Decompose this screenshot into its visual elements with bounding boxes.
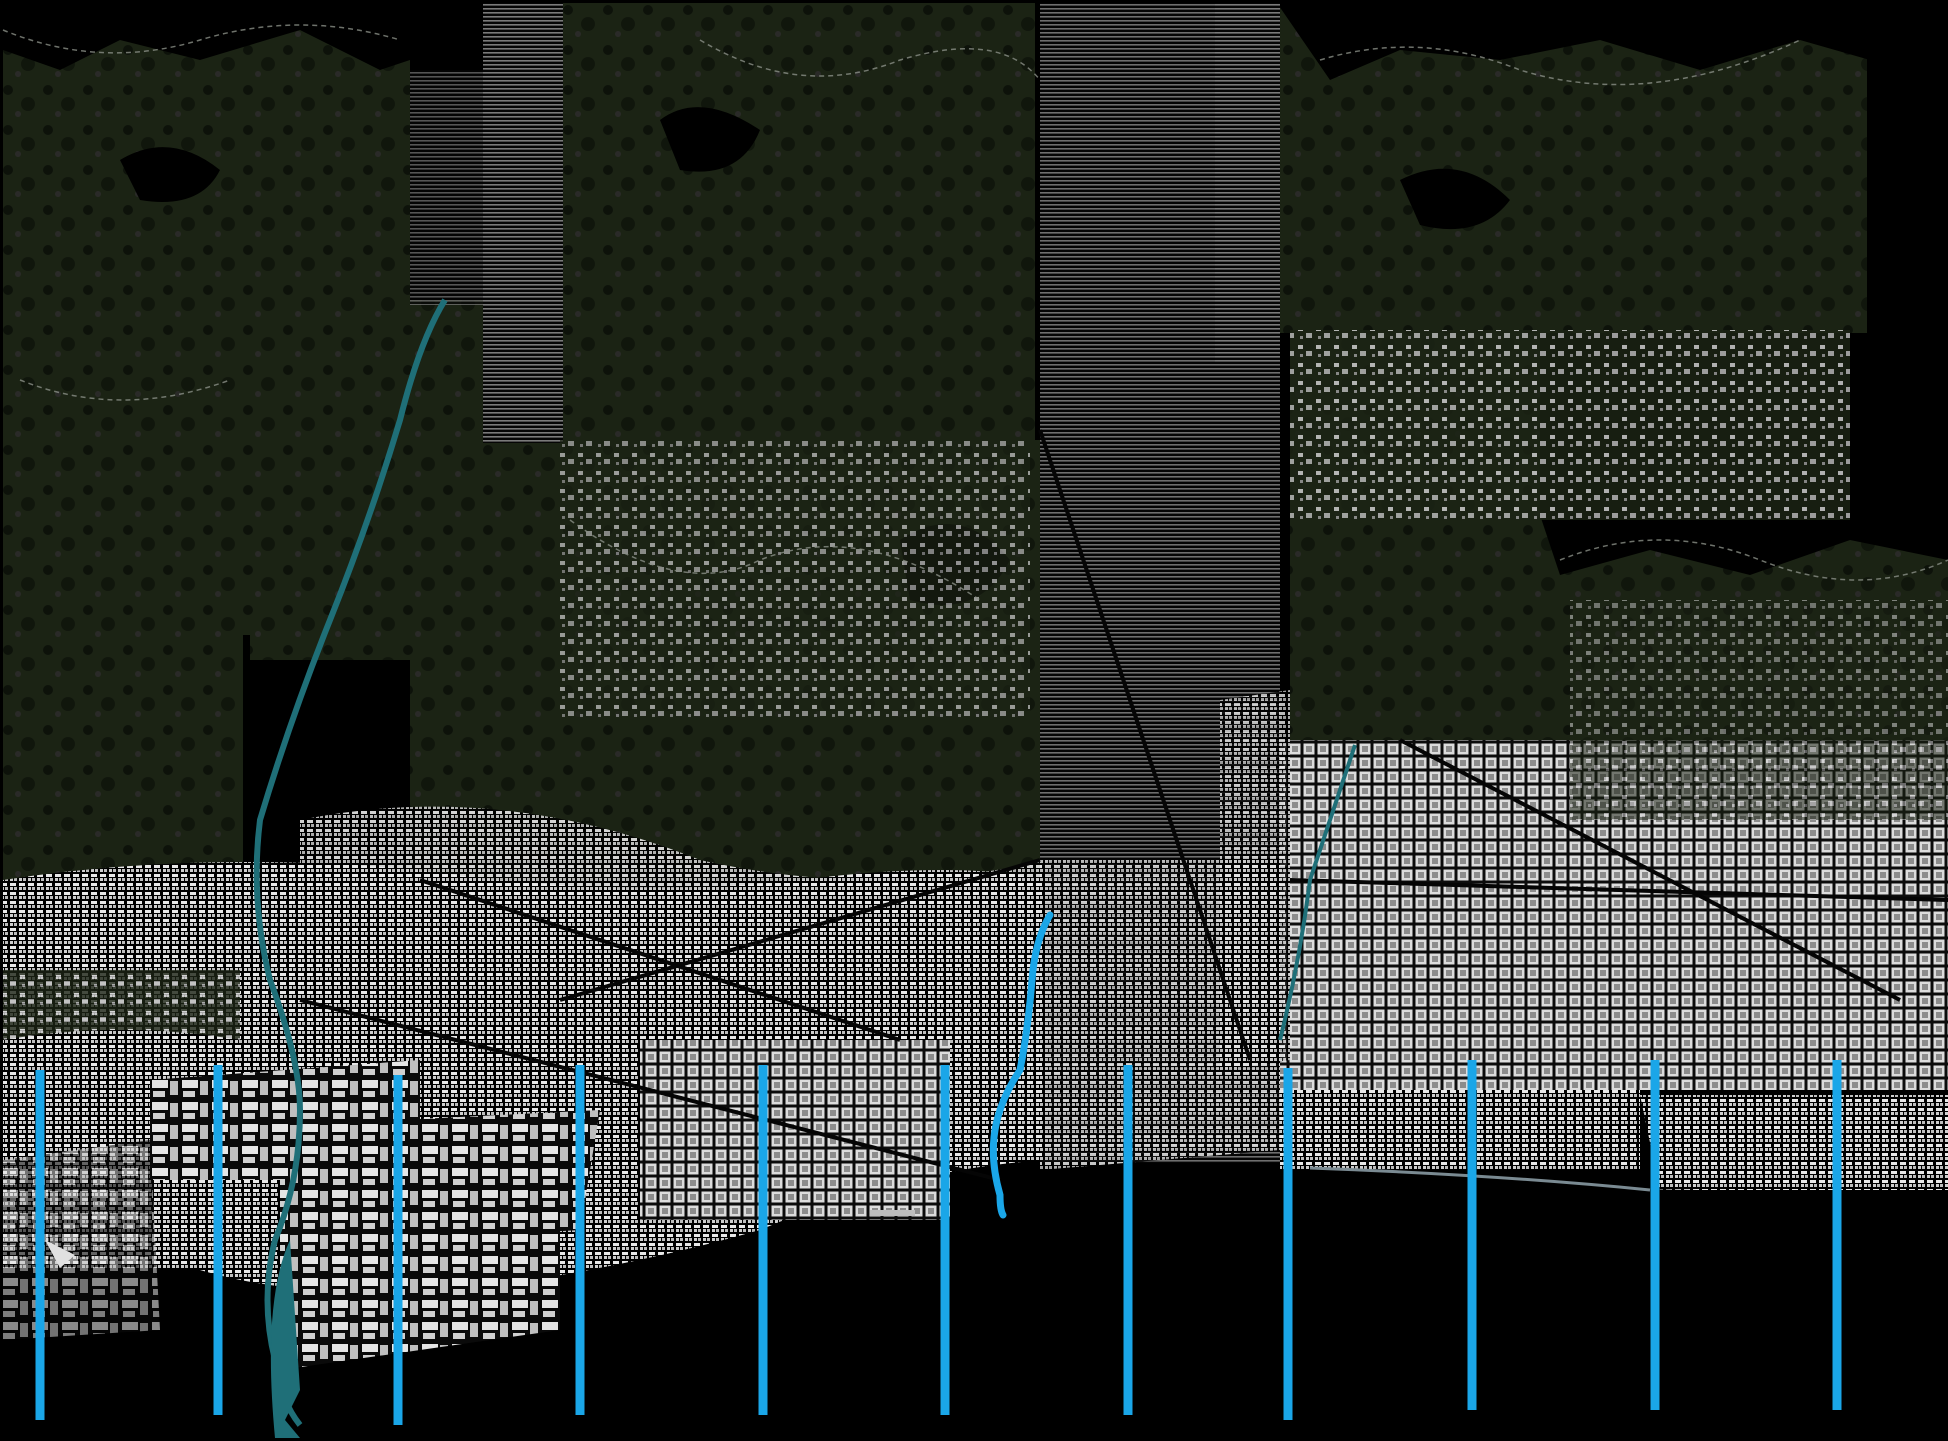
river-channel <box>253 298 448 1427</box>
urban-fabric-layer <box>3 330 1948 1370</box>
highlighted-river-line <box>989 911 1054 1219</box>
secondary-river <box>1278 744 1357 1041</box>
coastline-sea <box>3 1166 1948 1441</box>
major-roads <box>299 429 1948 1182</box>
transect-lines <box>35 1060 1842 1425</box>
administrative-boundaries <box>2 24 1948 601</box>
river-mouth <box>270 1240 300 1438</box>
harbour-features <box>45 1166 1651 1268</box>
